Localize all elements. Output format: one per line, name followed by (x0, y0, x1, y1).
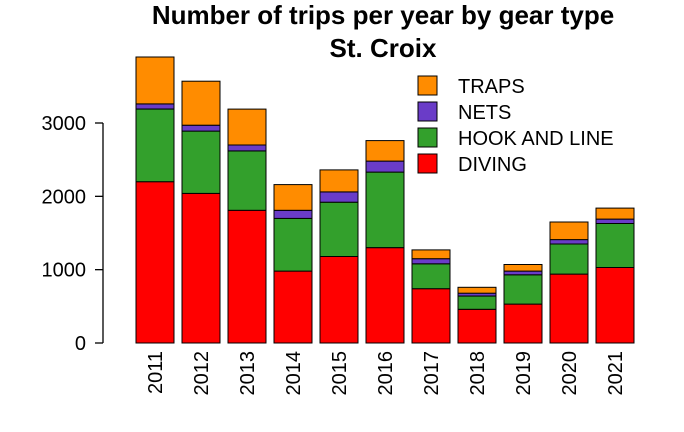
bar-traps-2019 (503, 264, 543, 272)
bar-nets-2020 (549, 239, 589, 245)
chart-title: Number of trips per year by gear type (152, 0, 614, 30)
bar-diving-2017 (411, 288, 451, 344)
x-tick-label: 2019 (513, 351, 535, 396)
bar-hook-and-line-2019 (503, 274, 543, 305)
chart-subtitle: St. Croix (330, 33, 437, 63)
bar-hook-and-line-2012 (181, 130, 221, 194)
legend-label: HOOK AND LINE (458, 128, 614, 150)
bars-layer (135, 56, 635, 344)
x-tick-label: 2014 (283, 351, 305, 396)
x-tick-label: 2018 (467, 351, 489, 396)
bar-nets-2016 (365, 160, 405, 173)
x-tick-label: 2015 (329, 351, 351, 396)
x-tick-label: 2013 (237, 351, 259, 396)
bar-nets-2015 (319, 191, 359, 203)
bar-diving-2019 (503, 303, 543, 344)
bar-nets-2019 (503, 270, 543, 276)
x-tick-label: 2016 (375, 351, 397, 396)
x-tick-label: 2021 (605, 351, 627, 396)
bar-nets-2012 (181, 124, 221, 132)
bar-hook-and-line-2017 (411, 263, 451, 290)
legend-label: DIVING (458, 154, 527, 176)
bar-diving-2013 (227, 209, 267, 344)
bar-hook-and-line-2018 (457, 295, 497, 310)
x-tick-label: 2012 (191, 351, 213, 396)
bar-nets-2013 (227, 144, 267, 152)
x-tick-label: 2011 (145, 351, 167, 394)
bar-hook-and-line-2020 (549, 243, 589, 275)
x-tick-label: 2020 (559, 351, 581, 396)
x-tick-label: 2017 (421, 351, 443, 396)
bar-traps-2012 (181, 80, 221, 126)
bar-hook-and-line-2014 (273, 217, 313, 272)
bar-nets-2021 (595, 218, 635, 225)
bar-traps-2018 (457, 286, 497, 294)
bar-hook-and-line-2013 (227, 150, 267, 211)
bar-hook-and-line-2016 (365, 171, 405, 249)
y-tick-label: 2000 (42, 186, 87, 208)
bar-traps-2015 (319, 169, 359, 193)
legend-swatch-traps (417, 75, 438, 96)
y-tick-label: 3000 (42, 113, 87, 135)
legend-swatch-hook-and-line (417, 127, 438, 148)
bar-nets-2017 (411, 258, 451, 265)
y-tick-label: 0 (75, 333, 86, 355)
legend: TRAPS NETS HOOK AND LINE DIVING (417, 75, 614, 176)
x-axis-labels: 2011 2012 2013 2014 2015 2016 2017 2018 2019 2020… (145, 351, 627, 396)
bar-diving-2015 (319, 256, 359, 344)
bar-hook-and-line-2015 (319, 201, 359, 257)
legend-swatch-nets (417, 101, 438, 122)
bar-hook-and-line-2021 (595, 223, 635, 268)
bar-nets-2014 (273, 209, 313, 219)
bar-diving-2012 (181, 192, 221, 344)
bar-traps-2016 (365, 140, 405, 162)
legend-swatch-diving (417, 153, 438, 174)
bar-diving-2011 (135, 181, 175, 344)
bar-diving-2018 (457, 308, 497, 344)
legend-label: NETS (458, 102, 511, 124)
bar-hook-and-line-2011 (135, 108, 175, 183)
bar-diving-2014 (273, 270, 313, 344)
y-tick-label: 1000 (42, 260, 87, 282)
bar-diving-2021 (595, 267, 635, 344)
bar-traps-2017 (411, 249, 451, 260)
legend-label: TRAPS (458, 76, 525, 98)
bar-traps-2020 (549, 221, 589, 241)
bar-traps-2021 (595, 207, 635, 220)
bar-diving-2016 (365, 247, 405, 344)
y-axis-ticks: 0 1000 2000 3000 (42, 113, 103, 355)
bar-nets-2011 (135, 103, 175, 110)
bar-traps-2014 (273, 184, 313, 211)
bar-traps-2013 (227, 108, 267, 146)
bar-traps-2011 (135, 56, 175, 105)
bar-diving-2020 (549, 273, 589, 344)
